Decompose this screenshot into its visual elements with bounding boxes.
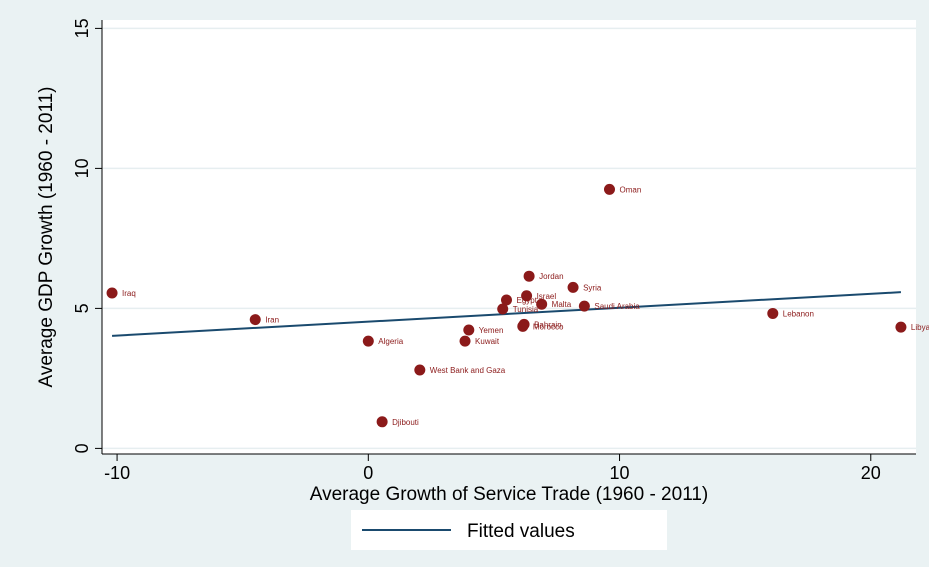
axis-ticks: 0 5 10 15 -10 0 10 20 (72, 18, 881, 483)
data-point-label: West Bank and Gaza (430, 366, 506, 375)
data-points: Iraq Iran Algeria West Bank and Gaza Djibout… (106, 183, 929, 428)
data-point (567, 281, 579, 293)
data-point (463, 324, 475, 336)
data-point (414, 364, 426, 376)
data-point-label: Morocco (533, 322, 564, 331)
data-point-label: Yemen (479, 326, 504, 335)
data-point (362, 335, 374, 347)
y-tick-label: 15 (72, 18, 92, 38)
y-tick-label: 5 (72, 303, 92, 313)
data-point (249, 314, 261, 326)
data-point-label: Tunisia (513, 305, 539, 314)
data-point-label: Kuwait (475, 337, 500, 346)
data-point (500, 294, 512, 306)
legend-label: Fitted values (467, 521, 575, 542)
data-point (767, 307, 779, 319)
data-point (523, 270, 535, 282)
x-tick-label: 0 (363, 463, 373, 483)
data-point (376, 416, 388, 428)
plot-area (102, 20, 916, 454)
data-point-label: Libya (911, 323, 929, 332)
x-tick-label: -10 (104, 463, 130, 483)
data-point (603, 183, 615, 195)
grid-lines (102, 27, 916, 450)
fitted-values-line (111, 291, 901, 337)
x-tick-label: 20 (861, 463, 881, 483)
data-point-label: Saudi Arabia (594, 302, 640, 311)
data-point-label: Syria (583, 283, 602, 292)
data-point-label: Iran (265, 316, 279, 325)
y-tick-label: 10 (72, 158, 92, 178)
data-point-label: Algeria (378, 337, 403, 346)
data-point (106, 287, 118, 299)
legend: Fitted values (351, 510, 667, 550)
data-point (536, 298, 548, 310)
data-point (895, 321, 907, 333)
x-axis-title: Average Growth of Service Trade (1960 - … (310, 484, 709, 505)
y-tick-label: 0 (72, 443, 92, 453)
data-point-label: Israel (537, 292, 557, 301)
data-point-label: Bahrain (534, 320, 562, 329)
x-tick-label: 10 (610, 463, 630, 483)
data-point (459, 335, 471, 347)
data-point-label: Malta (552, 300, 572, 309)
data-point (578, 300, 590, 312)
data-point (517, 320, 529, 332)
data-point-label: Oman (619, 185, 641, 194)
data-point (521, 290, 533, 302)
data-point (497, 303, 509, 315)
data-point-label: Jordan (539, 272, 563, 281)
data-point-label: Lebanon (783, 309, 814, 318)
data-point-label: Iraq (122, 289, 136, 298)
y-axis-title: Average GDP Growth (1960 - 2011) (36, 87, 57, 388)
data-point-label: Djibouti (392, 418, 419, 427)
